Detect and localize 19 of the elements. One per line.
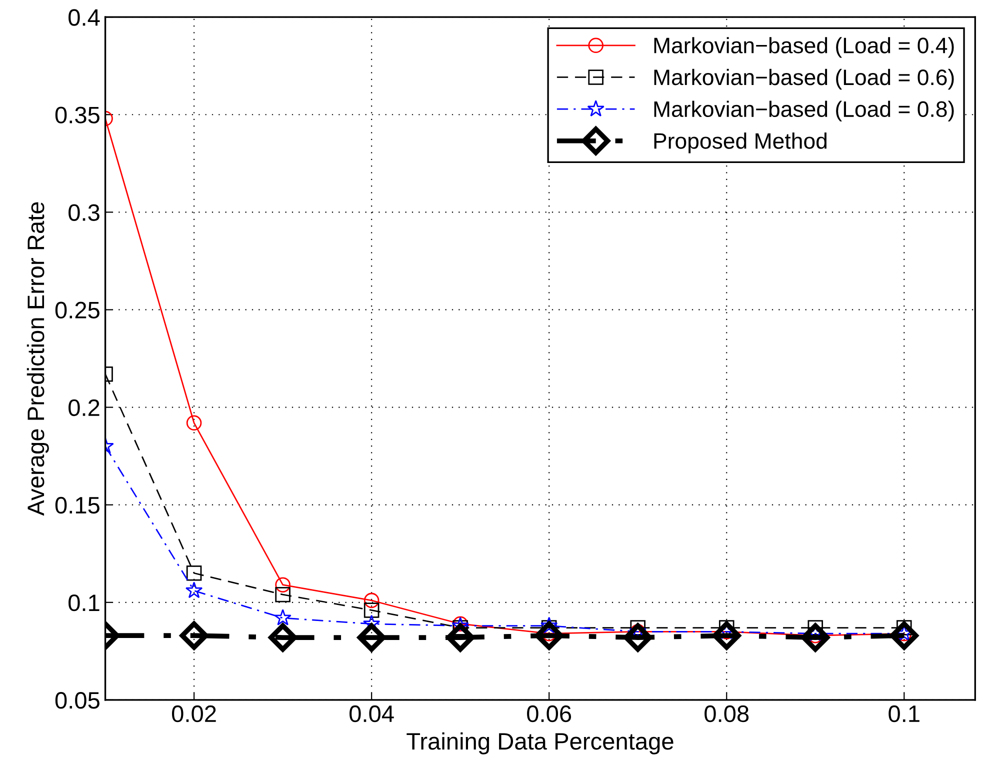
legend-label: Markovian−based (Load = 0.4) <box>654 37 954 58</box>
legend-label: Proposed Method <box>654 132 826 154</box>
legend-label: Markovian−based (Load = 0.8) <box>654 100 954 122</box>
y-tick-label: 0.25 <box>55 302 100 319</box>
y-tick-label: 0.35 <box>55 106 100 124</box>
y-axis-title: Average Prediction Error Rate <box>26 202 49 516</box>
x-tick-label: 0.04 <box>350 705 394 722</box>
x-axis-title: Training Data Percentage <box>406 732 674 754</box>
x-tick-label: 0.02 <box>172 705 216 722</box>
x-tick-label: 0.06 <box>527 705 572 722</box>
y-tick-label: 0.3 <box>68 204 100 221</box>
y-tick-label: 0.15 <box>55 496 100 514</box>
y-tick-label: 0.1 <box>68 594 100 612</box>
y-tick-label: 0.05 <box>55 692 100 709</box>
x-tick-label: 0.1 <box>888 705 920 722</box>
x-tick-label: 0.08 <box>704 705 749 722</box>
y-tick-label: 0.4 <box>68 9 100 26</box>
y-tick-label: 0.2 <box>68 399 100 416</box>
legend-label: Markovian−based (Load = 0.6) <box>654 68 954 90</box>
